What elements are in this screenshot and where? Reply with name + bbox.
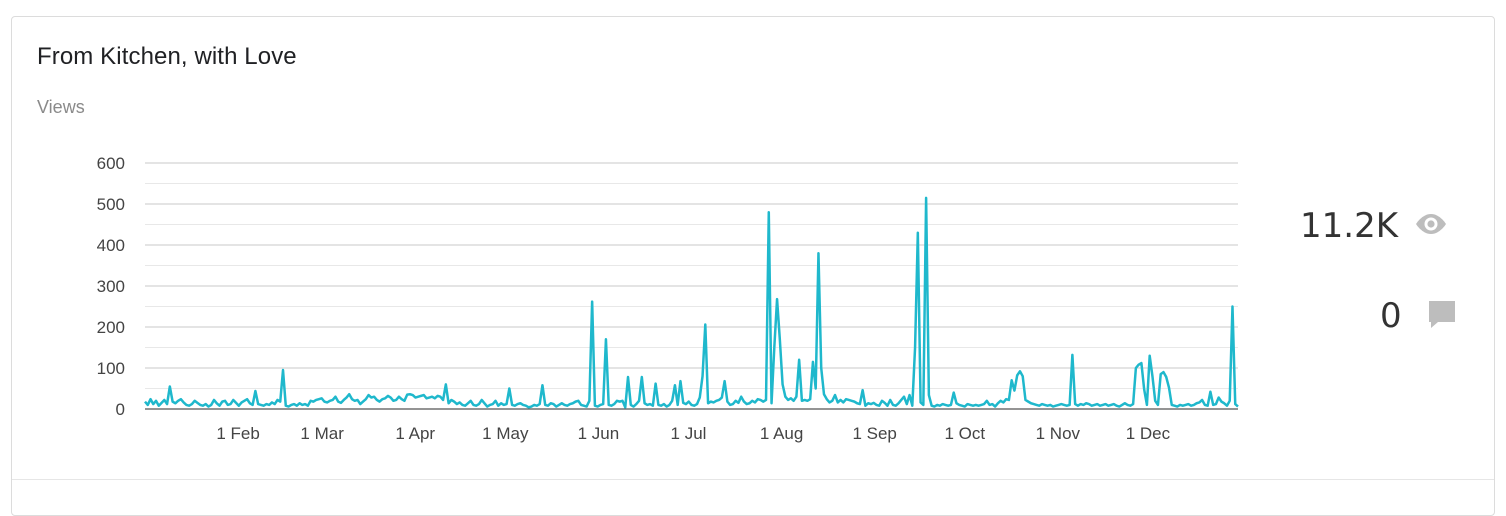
y-tick-label: 200: [97, 318, 125, 337]
x-tick-label: 1 Dec: [1126, 424, 1171, 443]
y-tick-label: 500: [97, 195, 125, 214]
x-tick-label: 1 Feb: [216, 424, 259, 443]
x-tick-label: 1 Sep: [852, 424, 896, 443]
views-count: 11.2K: [1300, 206, 1398, 246]
views-stat: 11.2K: [1300, 206, 1506, 246]
x-tick-label: 1 Nov: [1036, 424, 1081, 443]
x-tick-label: 1 Apr: [395, 424, 435, 443]
views-chart: 0 100 200 300 400 500 600 1 Feb 1 Mar 1 Apr 1 May…: [97, 154, 1239, 443]
x-tick-label: 1 Jun: [578, 424, 620, 443]
y-tick-label: 100: [97, 359, 125, 378]
x-tick-label: 1 May: [482, 424, 529, 443]
x-tick-label: 1 Jul: [671, 424, 707, 443]
y-tick-label: 400: [97, 236, 125, 255]
views-line: [144, 196, 1239, 409]
x-tick-label: 1 Aug: [760, 424, 804, 443]
chart-grid: [145, 162, 1238, 410]
eye-icon: [1414, 212, 1448, 241]
comments-count: 0: [1380, 296, 1402, 336]
card-subtitle: Views: [37, 97, 85, 117]
y-axis: 0 100 200 300 400 500 600: [97, 154, 125, 419]
comment-icon: [1426, 298, 1458, 335]
card-footer-divider: [12, 479, 1494, 480]
y-tick-label: 0: [116, 400, 125, 419]
x-tick-label: 1 Mar: [300, 424, 344, 443]
x-tick-label: 1 Oct: [944, 424, 985, 443]
y-tick-label: 300: [97, 277, 125, 296]
y-tick-label: 600: [97, 154, 125, 173]
x-axis: 1 Feb 1 Mar 1 Apr 1 May 1 Jun 1 Jul 1 Aug 1 Sep…: [216, 424, 1170, 443]
comments-stat: 0: [1380, 296, 1506, 336]
card-title: From Kitchen, with Love: [37, 43, 297, 70]
